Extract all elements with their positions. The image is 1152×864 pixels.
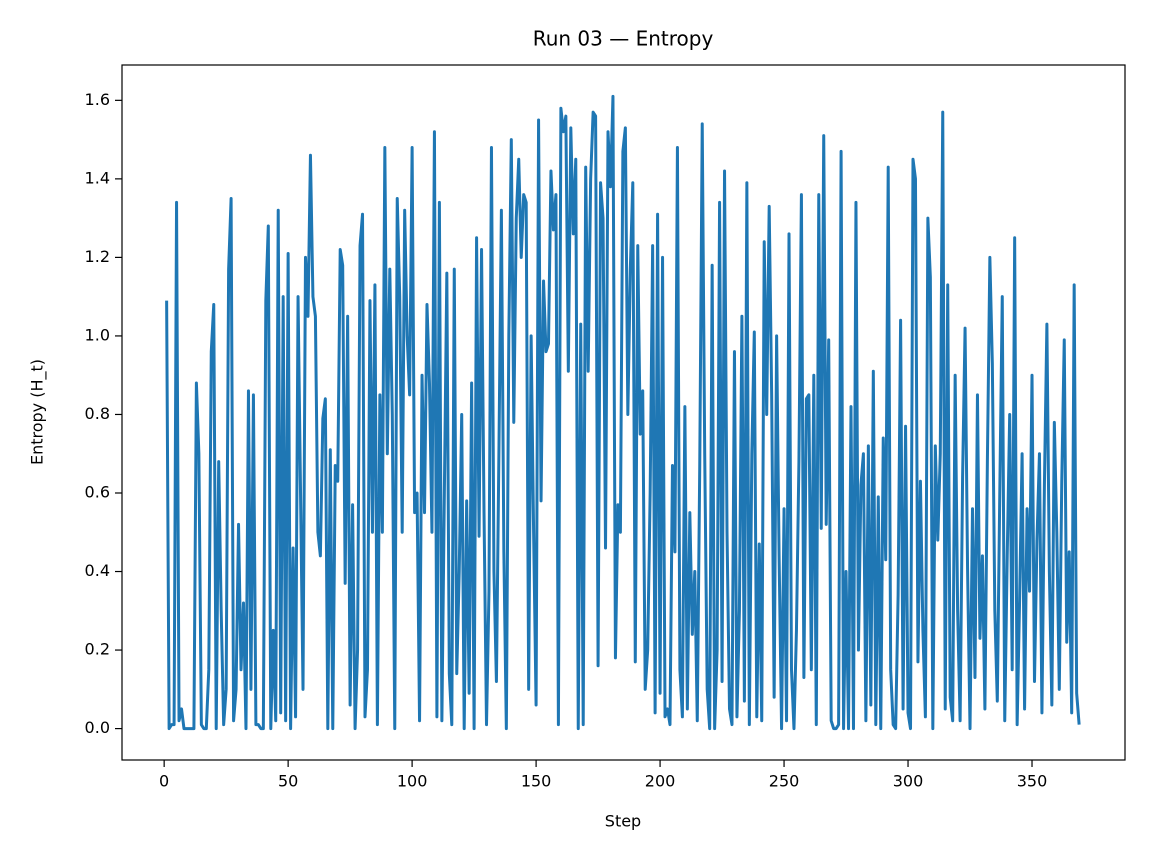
x-axis-label: Step: [605, 812, 641, 831]
y-tick-label: 0.2: [85, 640, 110, 659]
x-tick-label: 200: [645, 772, 676, 791]
x-tick-label: 250: [769, 772, 800, 791]
y-axis-label: Entropy (H_t): [28, 359, 48, 465]
y-tick-label: 1.4: [85, 168, 110, 187]
x-tick-label: 150: [521, 772, 552, 791]
x-tick-label: 300: [893, 772, 924, 791]
y-tick-label: 0.4: [85, 561, 110, 580]
chart-title: Run 03 — Entropy: [533, 27, 714, 51]
data-line: [165, 94, 1081, 731]
y-tick-label: 0.6: [85, 482, 110, 501]
y-tick-label: 1.2: [85, 247, 110, 266]
x-tick-label: 0: [159, 772, 169, 791]
x-tick-label: 100: [397, 772, 428, 791]
x-tick-label: 350: [1017, 772, 1048, 791]
y-tick-label: 0.0: [85, 718, 110, 737]
y-tick-label: 1.0: [85, 325, 110, 344]
plot-frame: [121, 64, 1126, 761]
y-tick-label: 0.8: [85, 404, 110, 423]
y-tick-label: 1.6: [85, 90, 110, 109]
x-tick-label: 50: [278, 772, 298, 791]
